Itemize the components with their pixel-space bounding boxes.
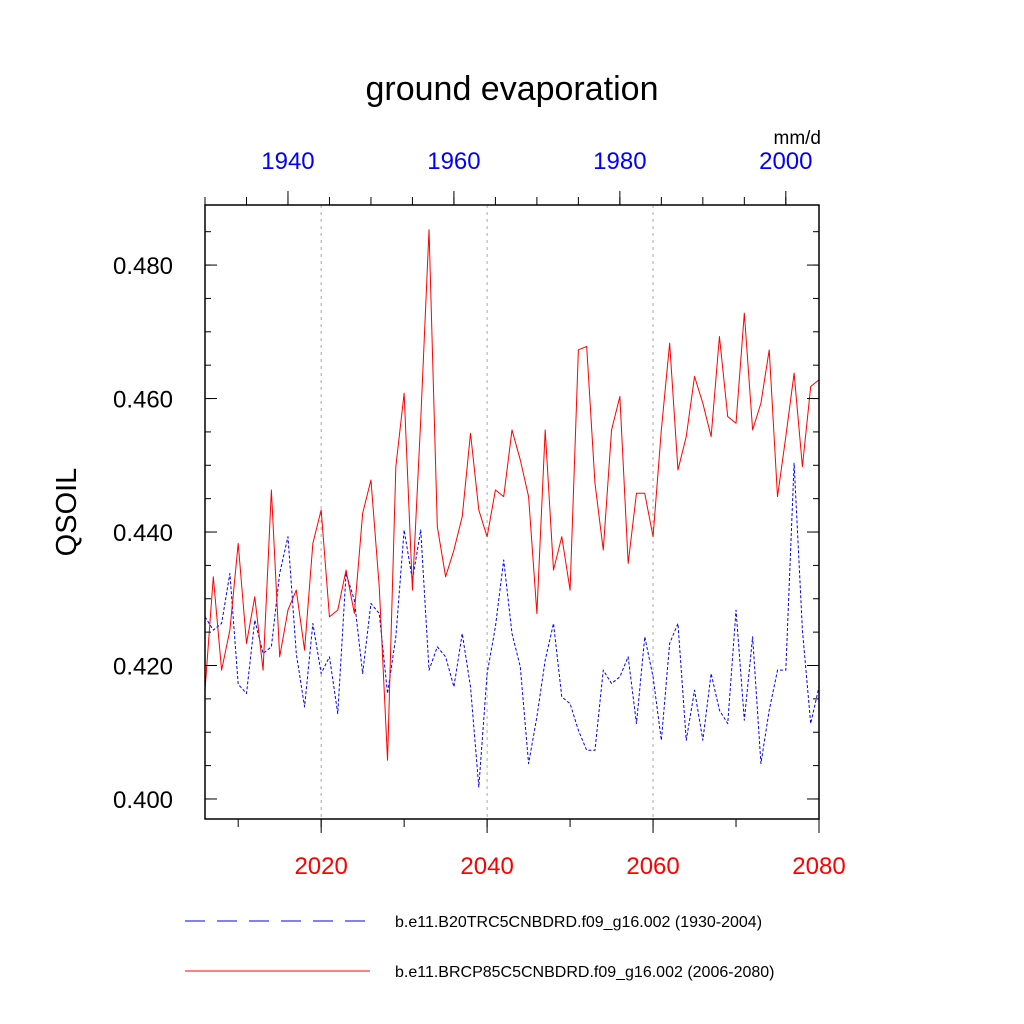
bottom-tick-label: 2040 xyxy=(460,853,513,880)
x-gridlines xyxy=(320,205,654,819)
bottom-tick-label: 2080 xyxy=(792,853,845,880)
y-axis-label: QSOIL xyxy=(51,468,83,557)
top-tick-label: 1960 xyxy=(427,148,480,175)
y-tick-label: 0.440 xyxy=(113,520,173,547)
plot-frame xyxy=(204,204,820,820)
axes: 0.400 0.420 0.440 0.460 0.480 2020 2040 2060 208… xyxy=(113,148,846,880)
legend: b.e11.B20TRC5CNBDRD.f09_g16.002 (1930-20… xyxy=(185,914,774,981)
units-label: mm/d xyxy=(774,128,822,149)
legend-label-series-2: b.e11.BRCP85C5CNBDRD.f09_g16.002 (2006-2… xyxy=(395,964,774,981)
y-tick-label: 0.480 xyxy=(113,253,173,280)
top-tick-label: 2000 xyxy=(759,148,812,175)
top-tick-label: 1980 xyxy=(593,148,646,175)
bottom-tick-label: 2060 xyxy=(626,853,679,880)
series-layer xyxy=(204,229,820,788)
y-tick-label: 0.460 xyxy=(113,387,173,414)
series-line-1 xyxy=(204,462,820,788)
y-tick-label: 0.420 xyxy=(113,654,173,681)
series-line-2 xyxy=(204,229,820,761)
chart-title: ground evaporation xyxy=(365,70,658,108)
top-tick-label: 1940 xyxy=(261,148,314,175)
legend-label-series-1: b.e11.B20TRC5CNBDRD.f09_g16.002 (1930-20… xyxy=(395,914,762,931)
y-tick-label: 0.400 xyxy=(113,787,173,814)
bottom-tick-label: 2020 xyxy=(294,853,347,880)
